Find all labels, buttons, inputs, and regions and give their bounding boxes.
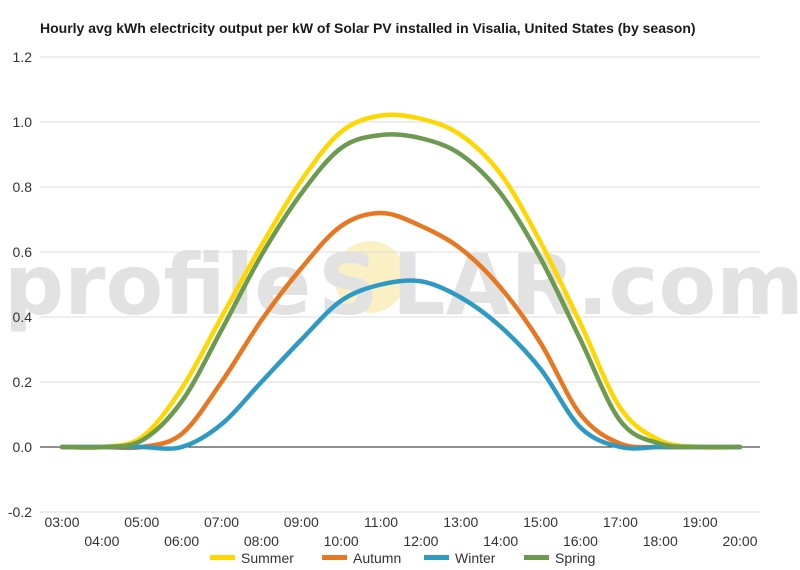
gridlines: [40, 56, 760, 513]
y-tick-label: 0.8: [13, 179, 33, 195]
y-tick-label: 1.2: [13, 49, 33, 65]
watermark: profile S LAR.com: [4, 236, 800, 334]
x-tick-label: 14:00: [483, 533, 518, 549]
x-tick-label: 18:00: [643, 533, 678, 549]
x-tick-label: 04:00: [84, 533, 119, 549]
legend-swatch: [210, 555, 235, 560]
series-line-autumn: [59, 210, 743, 451]
legend-label: Summer: [241, 550, 294, 566]
x-tick-label: 06:00: [164, 533, 199, 549]
x-tick-label: 20:00: [722, 533, 757, 549]
watermark-text-right: LAR.com: [392, 236, 800, 334]
chart-title: Hourly avg kWh electricity output per kW…: [40, 20, 696, 36]
x-axis-ticks: 03:00 04:00 05:00 06:00 07:00 08:00 09:00 10:00…: [44, 514, 757, 549]
legend-item-summer[interactable]: Summer: [210, 550, 294, 566]
y-tick-label: -0.2: [8, 504, 32, 520]
legend-label: Autumn: [353, 550, 401, 566]
x-tick-label: 15:00: [523, 514, 558, 530]
y-axis-ticks: -0.2 0.0 0.2 0.4 0.6 0.8 1.0 1.2: [8, 49, 32, 520]
x-tick-label: 08:00: [244, 533, 279, 549]
legend-label: Spring: [555, 550, 595, 566]
x-tick-label: 07:00: [204, 514, 239, 530]
series-line-winter: [59, 278, 743, 451]
x-tick-label: 11:00: [364, 514, 398, 530]
y-tick-label: 1.0: [13, 114, 33, 130]
y-tick-label: 0.2: [13, 374, 33, 390]
legend-item-winter[interactable]: Winter: [424, 550, 496, 566]
legend-swatch: [322, 555, 347, 560]
x-tick-label: 12:00: [403, 533, 438, 549]
x-tick-label: 09:00: [284, 514, 319, 530]
x-tick-label: 13:00: [443, 514, 478, 530]
watermark-text-sun-letter: S: [318, 236, 379, 334]
legend-swatch: [424, 555, 449, 560]
series-line-summer: [59, 112, 743, 450]
x-tick-label: 16:00: [563, 533, 598, 549]
x-tick-label: 17:00: [603, 514, 638, 530]
y-tick-label: 0.0: [13, 439, 33, 455]
x-tick-label: 05:00: [124, 514, 159, 530]
legend-label: Winter: [455, 550, 496, 566]
legend-item-autumn[interactable]: Autumn: [322, 550, 401, 566]
x-tick-label: 03:00: [44, 514, 79, 530]
legend-item-spring[interactable]: Spring: [524, 550, 595, 566]
y-tick-label: 0.4: [13, 309, 33, 325]
x-tick-label: 10:00: [324, 533, 359, 549]
legend[interactable]: Summer Autumn Winter Spring: [210, 550, 595, 566]
series-lines: [59, 112, 743, 451]
legend-swatch: [524, 555, 549, 560]
series-line-spring: [59, 132, 743, 450]
x-tick-label: 19:00: [683, 514, 718, 530]
y-tick-label: 0.6: [13, 244, 33, 260]
